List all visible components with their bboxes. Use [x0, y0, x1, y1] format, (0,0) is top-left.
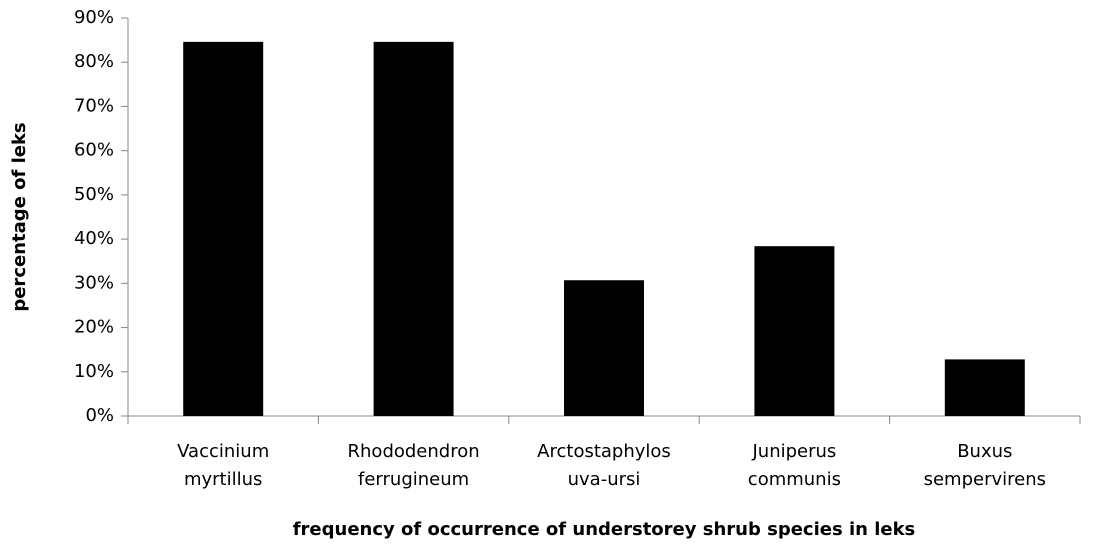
- x-axis-title: frequency of occurrence of understorey s…: [293, 519, 916, 540]
- x-tick-label: Arctostaphylos uva-ursi: [537, 441, 671, 490]
- x-tick-label: Buxus sempervirens: [924, 441, 1046, 490]
- bar: [373, 41, 454, 416]
- bar: [754, 246, 835, 416]
- y-tick-label: 70%: [74, 95, 114, 116]
- x-tick-label: Juniperus communis: [748, 441, 841, 490]
- y-axis-title: percentage of leks: [9, 122, 30, 311]
- y-tick-label: 40%: [74, 228, 114, 249]
- y-tick-label: 20%: [74, 317, 114, 338]
- y-tick-label: 50%: [74, 184, 114, 205]
- bar: [944, 359, 1025, 416]
- y-tick-label: 0%: [85, 405, 114, 426]
- y-tick-label: 30%: [74, 272, 114, 293]
- y-tick-label: 60%: [74, 140, 114, 161]
- x-tick-label: Rhododendron ferrugineum: [348, 441, 480, 490]
- bar: [564, 280, 644, 416]
- y-tick-label: 90%: [74, 7, 114, 28]
- x-tick-label: Vaccinium myrtillus: [177, 441, 269, 490]
- y-tick-label: 80%: [74, 51, 114, 72]
- y-tick-label: 10%: [74, 361, 114, 382]
- bar: [183, 41, 264, 416]
